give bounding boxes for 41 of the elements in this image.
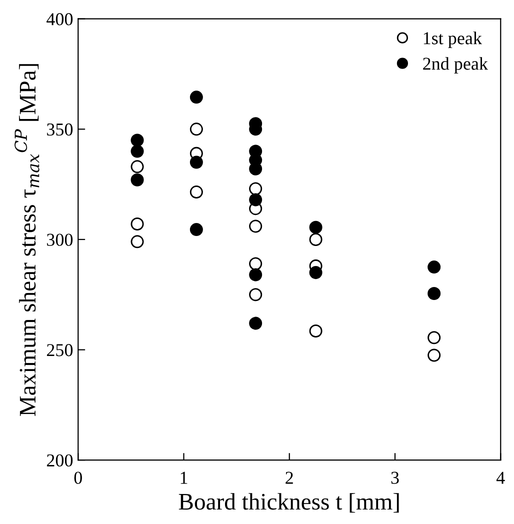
y-tick-label: 300 — [47, 234, 73, 246]
y-tick-label: 250 — [46, 344, 73, 356]
x-tick-label: 0 — [74, 472, 82, 484]
point — [428, 331, 441, 344]
point — [428, 348, 441, 362]
legend-label: 1st peak — [424, 32, 482, 48]
point — [130, 160, 144, 174]
point — [130, 235, 144, 248]
point — [428, 287, 441, 300]
point — [190, 122, 203, 136]
point — [249, 268, 262, 282]
point — [249, 182, 262, 196]
point — [190, 156, 203, 169]
y-tick-label: 350 — [47, 123, 73, 136]
point — [130, 134, 144, 147]
point — [130, 144, 144, 158]
point — [249, 193, 262, 206]
point — [190, 90, 203, 104]
point — [190, 223, 203, 236]
point — [249, 162, 262, 176]
point — [309, 324, 322, 338]
legend-label: 2nd peak — [423, 57, 488, 74]
x-axis-title: Board thickness t [mm] — [178, 493, 399, 513]
point — [190, 186, 203, 199]
y-axis-title: Maximum shear stress τ$_{max}$$^{CP}$ [MPa] — [14, 64, 40, 416]
y-tick-label: 200 — [46, 454, 73, 467]
x-tick-label: 1 — [180, 472, 188, 484]
x-tick-label: 2 — [286, 472, 293, 484]
point — [130, 218, 144, 231]
point — [249, 288, 262, 302]
point — [249, 257, 262, 270]
y-tick-label: 400 — [46, 13, 73, 26]
point — [130, 173, 144, 186]
x-tick-label: 4 — [496, 472, 505, 484]
x-tick-label: 3 — [391, 472, 399, 484]
point — [249, 316, 262, 330]
point — [428, 260, 441, 274]
point — [309, 266, 322, 280]
point — [309, 232, 322, 246]
point — [309, 220, 322, 234]
point — [249, 220, 262, 233]
